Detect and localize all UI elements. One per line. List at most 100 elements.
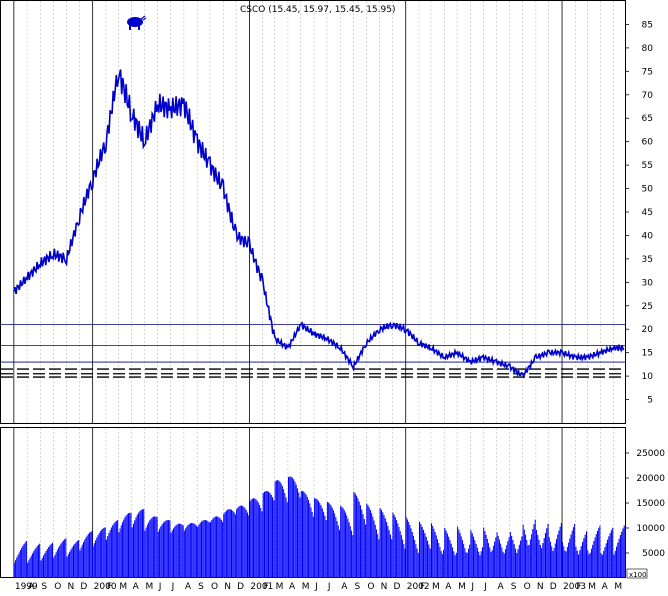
volume-bar bbox=[490, 551, 492, 578]
volume-bar bbox=[260, 507, 262, 578]
volume-bar bbox=[207, 521, 209, 578]
volume-bar bbox=[392, 512, 394, 578]
volume-bar bbox=[46, 548, 48, 578]
x-tick-label: D bbox=[550, 582, 557, 592]
volume-bar bbox=[588, 554, 590, 578]
volume-bar bbox=[596, 530, 598, 578]
volume-bar bbox=[535, 530, 538, 578]
volume-bar bbox=[548, 537, 550, 578]
x-tick-label: A bbox=[445, 582, 452, 592]
volume-bar bbox=[280, 483, 282, 578]
volume-bar bbox=[508, 537, 510, 578]
y-tick-label: 70 bbox=[642, 91, 654, 101]
volume-bar bbox=[249, 501, 251, 578]
volume-bar bbox=[206, 520, 208, 578]
volume-bar bbox=[609, 533, 611, 578]
volume-bar bbox=[109, 530, 111, 578]
volume-bar bbox=[103, 527, 105, 578]
volume-bar bbox=[266, 491, 268, 578]
volume-bar bbox=[525, 534, 527, 578]
volume-bar bbox=[150, 518, 152, 578]
volume-bar bbox=[437, 539, 439, 578]
volume-bar bbox=[572, 527, 574, 578]
volume-bar bbox=[275, 480, 277, 578]
volume-bar bbox=[25, 540, 27, 578]
volume-bar bbox=[418, 521, 421, 578]
volume-bar bbox=[170, 532, 172, 578]
volume-bar bbox=[386, 521, 388, 578]
volume-bar bbox=[608, 536, 610, 578]
volume-bar bbox=[185, 528, 187, 578]
volume-bar bbox=[110, 527, 112, 578]
volume-bar bbox=[64, 539, 66, 578]
volume-bar bbox=[189, 523, 191, 578]
y-tick-label: 80 bbox=[642, 44, 654, 54]
volume-bar bbox=[396, 520, 398, 578]
volume-bar bbox=[28, 560, 30, 578]
volume-bar bbox=[19, 550, 21, 578]
volume-bar bbox=[504, 549, 506, 578]
volume-bar bbox=[195, 525, 197, 578]
x-tick-label: S bbox=[511, 582, 517, 592]
volume-bar bbox=[523, 529, 525, 578]
volume-bar bbox=[191, 522, 193, 578]
volume-bar bbox=[92, 546, 94, 578]
volume-bar bbox=[60, 543, 62, 578]
volume-bar bbox=[336, 521, 338, 578]
volume-bar bbox=[269, 492, 271, 578]
volume-bar bbox=[285, 497, 287, 578]
volume-bar bbox=[491, 550, 493, 578]
volume-bar bbox=[534, 519, 536, 578]
volume-bar bbox=[328, 502, 330, 578]
volume-bar bbox=[201, 521, 203, 578]
volume-bar bbox=[244, 508, 246, 578]
volume-bar bbox=[310, 507, 312, 578]
volume-bar bbox=[465, 552, 467, 578]
volume-bar bbox=[175, 525, 177, 578]
volume-bar bbox=[497, 535, 499, 578]
x-tick-label: F bbox=[576, 582, 581, 592]
volume-bar bbox=[354, 493, 356, 578]
volume-bar bbox=[187, 525, 189, 578]
volume-bar bbox=[317, 500, 320, 578]
volume-bar bbox=[141, 509, 143, 578]
x-tick-label: M bbox=[145, 582, 153, 592]
volume-bar bbox=[379, 508, 381, 578]
volume-bar bbox=[49, 545, 51, 578]
volume-bar bbox=[369, 510, 371, 578]
volume-bar bbox=[212, 518, 214, 578]
x-tick-label: S bbox=[41, 582, 47, 592]
volume-bar bbox=[37, 544, 39, 578]
y-tick-label: 25 bbox=[642, 302, 653, 312]
y-tick-label: 30 bbox=[642, 278, 654, 288]
volume-bar bbox=[287, 477, 290, 578]
volume-bar bbox=[162, 522, 164, 578]
volume-bar bbox=[213, 517, 215, 578]
volume-bar bbox=[359, 505, 361, 578]
volume-bar bbox=[75, 542, 77, 578]
volume-bar bbox=[35, 547, 37, 578]
volume-bar bbox=[589, 552, 591, 578]
volume-bar bbox=[485, 534, 487, 578]
volume-bar bbox=[34, 549, 36, 578]
volume-bar bbox=[503, 553, 505, 578]
volume-bar bbox=[416, 548, 418, 578]
volume-bar bbox=[242, 505, 244, 578]
volume-bar bbox=[471, 533, 473, 578]
y-tick-label: 10 bbox=[642, 372, 654, 382]
volume-bar bbox=[320, 505, 322, 578]
volume-bar bbox=[156, 517, 158, 578]
x-tick-label: O bbox=[367, 582, 374, 592]
x-tick-label: M bbox=[432, 582, 440, 592]
volume-bar bbox=[531, 534, 533, 578]
volume-bar bbox=[265, 491, 267, 578]
volume-bar bbox=[570, 534, 572, 578]
volume-bar bbox=[565, 551, 567, 578]
volume-bar bbox=[108, 532, 110, 578]
volume-bar bbox=[458, 529, 460, 578]
volume-bar bbox=[543, 538, 545, 578]
volume-bar bbox=[449, 540, 451, 578]
volume-bar bbox=[294, 481, 296, 578]
volume-bar bbox=[113, 523, 115, 578]
